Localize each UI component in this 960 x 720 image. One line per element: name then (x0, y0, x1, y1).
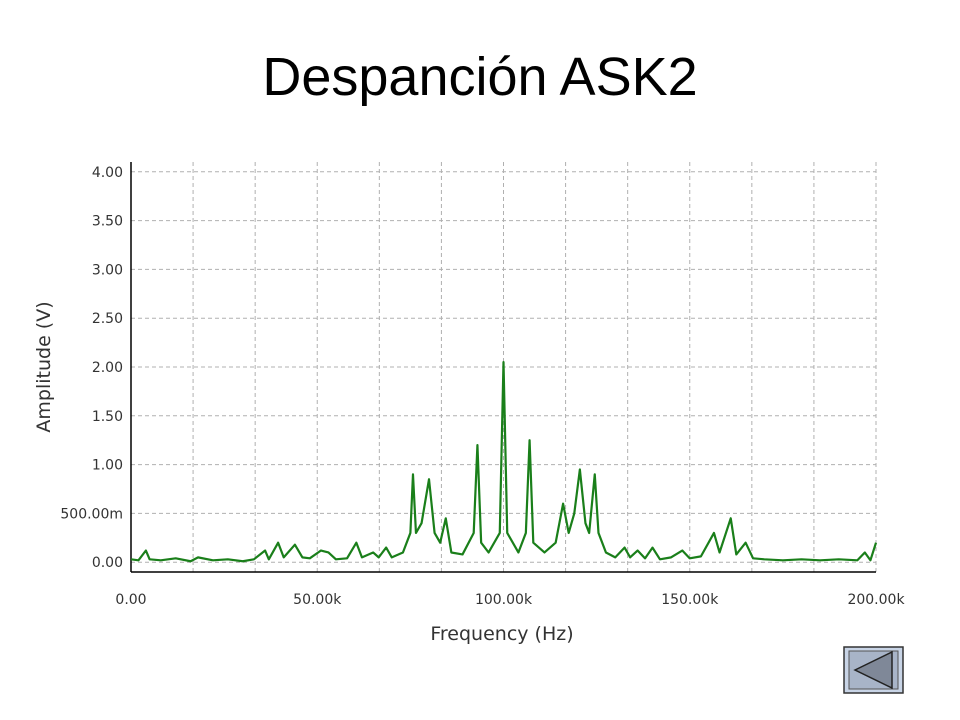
back-arrow[interactable] (853, 650, 893, 690)
x-tick-label: 50.00k (293, 592, 342, 608)
y-axis-label: Amplitude (V) (33, 301, 55, 432)
nav-button[interactable] (843, 646, 904, 694)
data-line (130, 361, 878, 563)
x-tick-label: 0.00 (115, 592, 146, 608)
y-tick-label: 3.50 (92, 214, 123, 230)
y-tick-label: 500.00m (60, 506, 123, 522)
y-tick-label: 0.00 (92, 555, 123, 571)
y-tick-label: 1.00 (92, 458, 123, 474)
y-tick-label: 2.00 (92, 360, 123, 376)
y-tick-label: 3.00 (92, 262, 123, 278)
y-tick-label: 1.50 (92, 409, 123, 425)
x-axis-label: Frequency (Hz) (430, 623, 573, 645)
x-tick-label: 150.00k (661, 592, 719, 608)
y-tick-label: 2.50 (92, 311, 123, 327)
chart-title: Despanción ASK2 (262, 47, 697, 107)
x-tick-label: 100.00k (475, 592, 533, 608)
y-tick-label: 4.00 (92, 165, 123, 181)
plot: 0.00 500.00m 1.00 1.50 2.00 2.50 3.00 3.50 4.00 0… (60, 162, 905, 608)
x-tick-label: 200.00k (847, 592, 905, 608)
